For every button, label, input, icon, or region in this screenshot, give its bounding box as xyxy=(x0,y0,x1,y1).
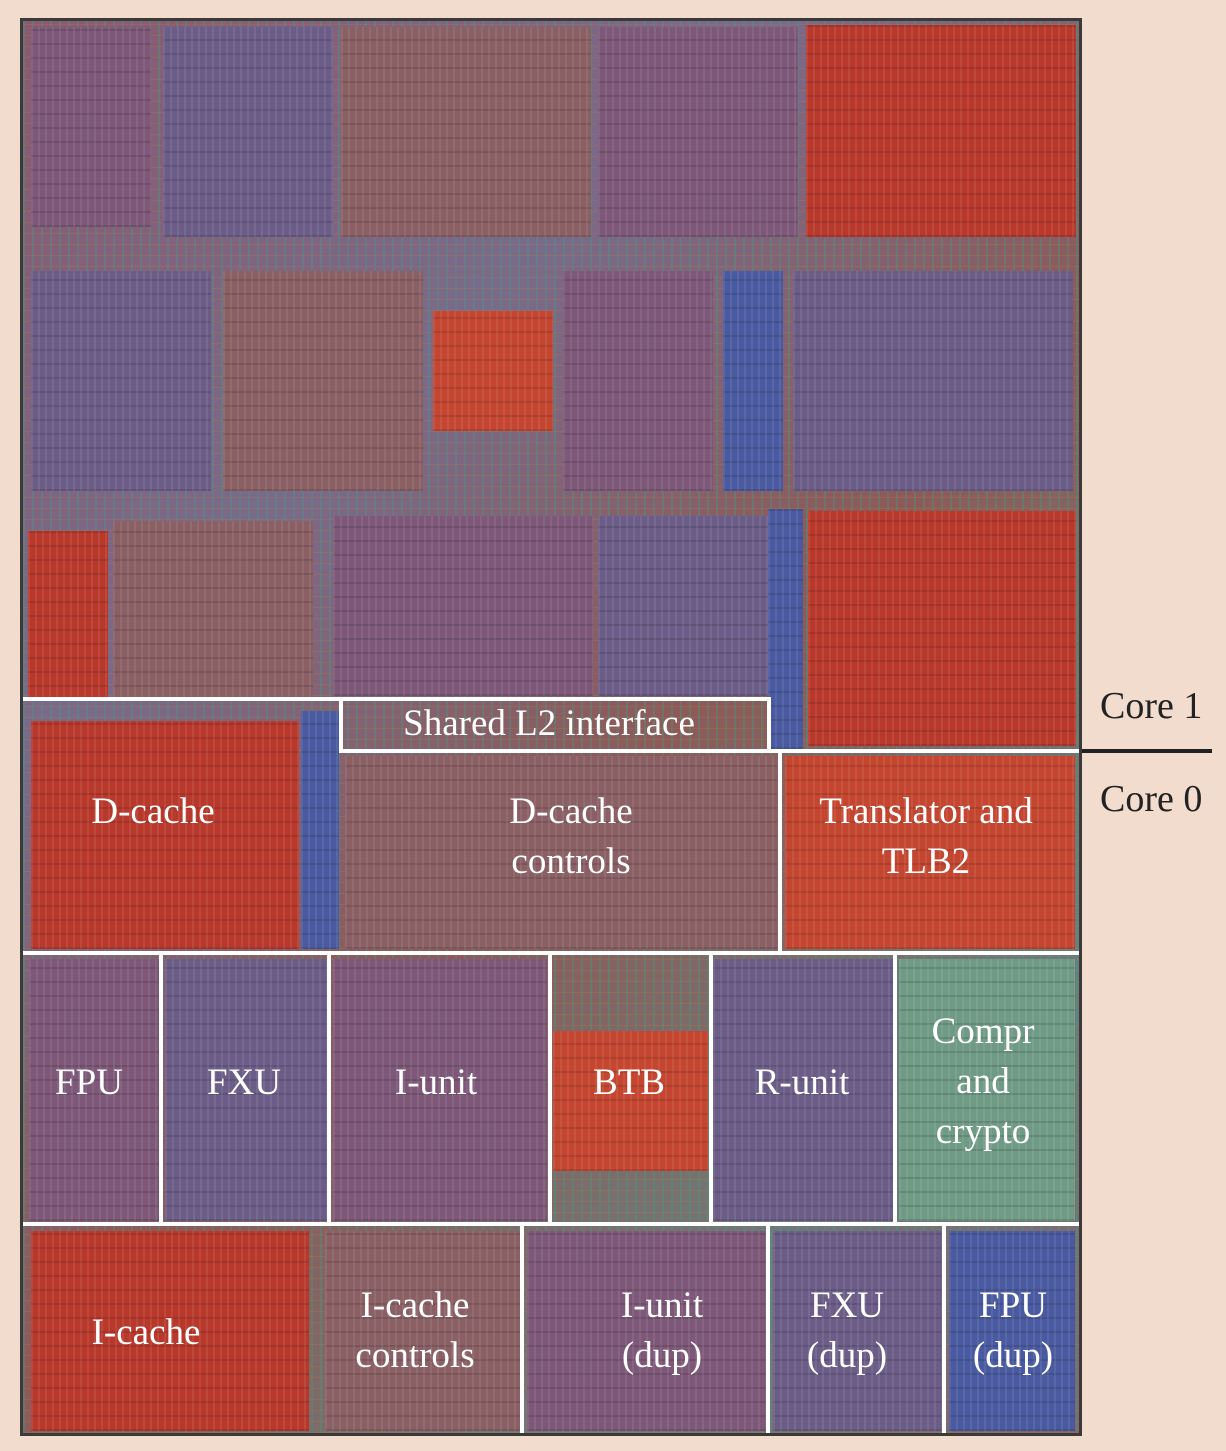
label-line: crypto xyxy=(935,1111,1031,1152)
label-line: (dup) xyxy=(806,1335,888,1376)
core-1-label: Core 1 xyxy=(1100,685,1203,727)
die-region xyxy=(899,959,1075,1221)
die-region xyxy=(165,959,327,1221)
label-translator-tlb2: Translator and TLB2 xyxy=(819,787,1032,887)
label-line: Translator and xyxy=(819,791,1033,832)
die-region xyxy=(333,959,547,1221)
label-i-unit-dup: I-unit (dup) xyxy=(621,1281,703,1381)
die-region xyxy=(333,516,593,696)
die-region xyxy=(341,27,591,237)
divider xyxy=(766,1226,770,1433)
divider xyxy=(339,701,343,753)
label-line: FPU xyxy=(979,1285,1047,1326)
die-region xyxy=(31,721,299,949)
label-line: I-unit xyxy=(620,1285,704,1326)
label-line: I-cache xyxy=(360,1285,470,1326)
divider xyxy=(339,749,771,753)
divider xyxy=(893,955,897,1225)
label-line: D-cache xyxy=(509,791,633,832)
label-shared-l2-interface: Shared L2 interface xyxy=(403,703,695,744)
divider xyxy=(520,1226,524,1433)
die-region xyxy=(598,27,798,237)
die-region xyxy=(806,25,1076,237)
label-fpu: FPU xyxy=(55,1062,123,1103)
divider xyxy=(548,955,552,1225)
die-photo xyxy=(20,18,1082,1436)
core-separator-line xyxy=(1082,749,1212,753)
die-region xyxy=(325,1231,521,1431)
die-region xyxy=(773,1231,943,1431)
label-i-cache: I-cache xyxy=(91,1312,201,1353)
label-line: FXU xyxy=(809,1285,885,1326)
divider xyxy=(778,753,782,953)
label-i-unit: I-unit xyxy=(394,1062,478,1103)
core-0-label: Core 0 xyxy=(1100,778,1203,820)
label-line: TLB2 xyxy=(881,841,971,882)
divider xyxy=(709,955,713,1225)
divider xyxy=(23,697,771,701)
label-r-unit: R-unit xyxy=(754,1062,850,1103)
label-d-cache: D-cache xyxy=(91,791,215,832)
die-region xyxy=(527,1231,767,1431)
divider xyxy=(327,955,331,1225)
die-region xyxy=(793,271,1073,491)
die-region xyxy=(31,271,211,491)
die-region xyxy=(553,1031,708,1171)
divider xyxy=(767,697,771,753)
die-region xyxy=(808,511,1076,746)
label-fxu: FXU xyxy=(206,1062,282,1103)
die-region xyxy=(163,27,333,237)
die-region xyxy=(29,959,159,1221)
divider xyxy=(942,1226,946,1433)
label-line: controls xyxy=(355,1335,475,1376)
label-d-cache-controls: D-cache controls xyxy=(509,787,632,887)
label-line: and xyxy=(956,1061,1010,1102)
die-region xyxy=(785,756,1075,949)
die-region xyxy=(768,509,803,749)
die-region xyxy=(223,271,423,491)
label-line: Compr xyxy=(931,1011,1035,1052)
divider xyxy=(23,1222,1079,1226)
label-line: (dup) xyxy=(972,1335,1054,1376)
die-region xyxy=(31,27,151,227)
die-region xyxy=(31,1231,309,1431)
die-region xyxy=(433,311,553,431)
die-region xyxy=(301,711,339,949)
die-region xyxy=(949,1231,1075,1431)
divider xyxy=(159,955,163,1225)
label-fxu-dup: FXU (dup) xyxy=(807,1281,887,1381)
label-compr-crypto: Compr and crypto xyxy=(932,1007,1035,1157)
die-region xyxy=(345,756,777,949)
label-line: (dup) xyxy=(621,1335,703,1376)
die-region xyxy=(28,531,108,701)
label-i-cache-controls: I-cache controls xyxy=(355,1281,474,1381)
label-btb: BTB xyxy=(593,1062,665,1103)
label-line: controls xyxy=(511,841,631,882)
divider xyxy=(23,951,1079,955)
divider xyxy=(767,749,1079,753)
die-region xyxy=(113,521,313,701)
die-region xyxy=(598,516,768,696)
die-region xyxy=(563,271,713,491)
die-region xyxy=(723,271,783,491)
label-fpu-dup: FPU (dup) xyxy=(973,1281,1053,1381)
die-region xyxy=(713,959,893,1221)
